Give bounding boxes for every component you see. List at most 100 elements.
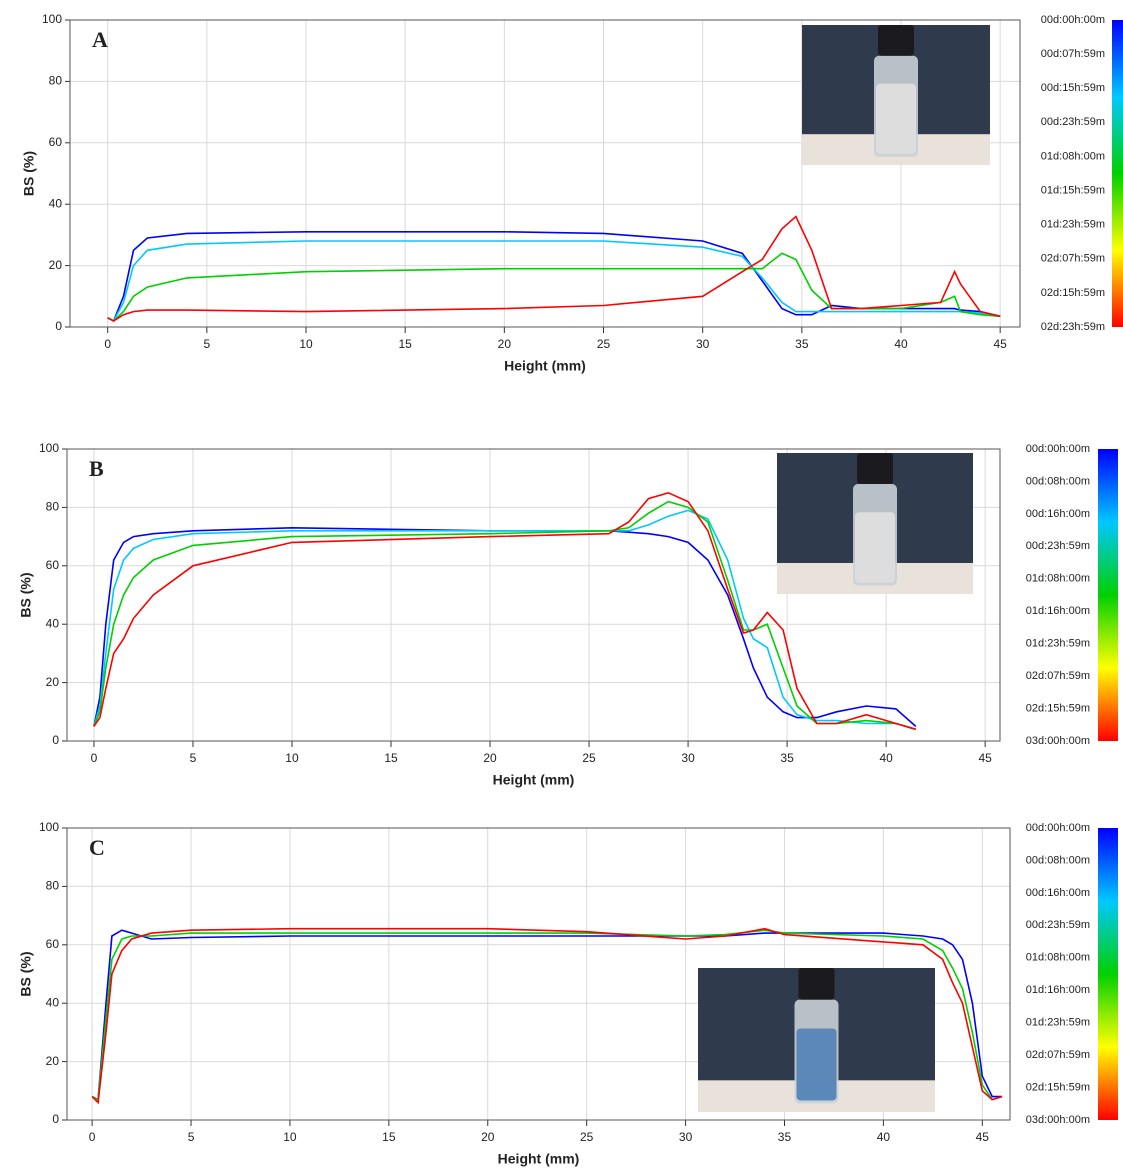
- x-tick-label: 35: [780, 751, 794, 765]
- y-tick-label: 20: [46, 675, 60, 689]
- profile-line: [107, 215, 1001, 322]
- colorbar-label: 02d:23h:59m: [1041, 321, 1105, 333]
- colorbar-label: 01d:23h:59m: [1026, 1017, 1090, 1029]
- y-tick-label: 60: [46, 558, 60, 572]
- colorbar-label: 02d:15h:59m: [1041, 287, 1105, 299]
- x-tick-label: 20: [483, 751, 497, 765]
- y-tick-label: 80: [49, 74, 63, 88]
- x-tick-label: 25: [597, 337, 611, 351]
- x-tick-label: 0: [104, 337, 111, 351]
- colorbar: [1112, 20, 1123, 327]
- plot-frame: [66, 448, 1001, 742]
- colorbar-label: 01d:15h:59m: [1041, 184, 1105, 196]
- profile-line: [91, 929, 1003, 1101]
- x-tick-label: 15: [382, 1130, 396, 1144]
- x-tick-label: 10: [299, 337, 313, 351]
- y-tick-label: 0: [55, 319, 62, 333]
- profile-line: [107, 231, 1001, 323]
- x-tick-label: 10: [283, 1130, 297, 1144]
- x-tick-label: 0: [91, 751, 98, 765]
- colorbar-label: 01d:08h:00m: [1026, 952, 1090, 964]
- plot-frame: [69, 19, 1021, 328]
- x-axis-title: Height (mm): [504, 358, 586, 374]
- y-tick-label: 0: [52, 733, 59, 747]
- colorbar-label: 00d:00h:00m: [1026, 822, 1090, 834]
- x-tick-label: 20: [498, 337, 512, 351]
- colorbar-label: 00d:16h:00m: [1026, 887, 1090, 899]
- colorbar-label: 01d:08h:00m: [1026, 573, 1090, 585]
- y-tick-label: 80: [46, 500, 60, 514]
- y-tick-label: 60: [49, 135, 63, 149]
- x-tick-label: 40: [894, 337, 908, 351]
- vial-cap: [857, 453, 893, 485]
- colorbar-label: 01d:23h:59m: [1041, 219, 1105, 231]
- vial-cap: [878, 25, 914, 56]
- y-tick-label: 100: [42, 12, 62, 26]
- y-tick-label: 100: [39, 441, 59, 455]
- x-tick-label: 25: [580, 1130, 594, 1144]
- y-tick-label: 60: [46, 937, 60, 951]
- profile-line: [91, 927, 1003, 1105]
- x-tick-label: 35: [795, 337, 809, 351]
- profile-line: [93, 491, 917, 731]
- x-tick-label: 35: [778, 1130, 792, 1144]
- colorbar-label: 02d:07h:59m: [1026, 670, 1090, 682]
- colorbar-label: 00d:08h:00m: [1026, 854, 1090, 866]
- panel-label: C: [89, 835, 105, 860]
- colorbar-label: 02d:07h:59m: [1041, 253, 1105, 265]
- x-tick-label: 5: [188, 1130, 195, 1144]
- colorbar-label: 00d:23h:59m: [1026, 919, 1090, 931]
- x-tick-label: 30: [679, 1130, 693, 1144]
- x-axis-title: Height (mm): [493, 772, 575, 788]
- x-tick-label: 30: [681, 751, 695, 765]
- vial-cap: [798, 968, 835, 1000]
- profile-line: [107, 252, 1001, 322]
- x-tick-label: 45: [978, 751, 992, 765]
- colorbar-label: 00d:23h:59m: [1041, 116, 1105, 128]
- colorbar-label: 00d:23h:59m: [1026, 540, 1090, 552]
- x-tick-label: 40: [879, 751, 893, 765]
- y-tick-label: 80: [46, 879, 60, 893]
- panel-label: A: [92, 27, 108, 52]
- x-tick-label: 10: [285, 751, 299, 765]
- vial-liquid: [876, 83, 916, 154]
- x-tick-label: 20: [481, 1130, 495, 1144]
- y-axis-title: BS (%): [18, 951, 34, 996]
- y-tick-label: 40: [46, 995, 60, 1009]
- profile-line: [107, 240, 1001, 322]
- plot-frame: [66, 827, 1011, 1121]
- y-tick-label: 40: [46, 616, 60, 630]
- colorbar-label: 00d:16h:00m: [1026, 508, 1090, 520]
- colorbar-label: 01d:23h:59m: [1026, 638, 1090, 650]
- colorbar-label: 01d:16h:00m: [1026, 984, 1090, 996]
- x-tick-label: 15: [384, 751, 398, 765]
- y-tick-label: 20: [49, 258, 63, 272]
- colorbar-label: 02d:15h:59m: [1026, 702, 1090, 714]
- y-axis-title: BS (%): [21, 151, 37, 196]
- vial-liquid: [796, 1028, 837, 1101]
- y-axis-title: BS (%): [18, 572, 34, 617]
- y-tick-label: 100: [39, 820, 59, 834]
- vial-liquid: [855, 512, 895, 583]
- colorbar-label: 00d:07h:59m: [1041, 48, 1105, 60]
- x-axis-title: Height (mm): [498, 1151, 580, 1167]
- profile-line: [93, 500, 917, 731]
- colorbar-label: 00d:08h:00m: [1026, 475, 1090, 487]
- colorbar-label: 02d:07h:59m: [1026, 1049, 1090, 1061]
- colorbar-label: 03d:00h:00m: [1026, 1114, 1090, 1126]
- x-tick-label: 45: [993, 337, 1007, 351]
- colorbar-label: 01d:16h:00m: [1026, 605, 1090, 617]
- colorbar-label: 03d:00h:00m: [1026, 735, 1090, 747]
- x-tick-label: 40: [877, 1130, 891, 1144]
- panel-label: B: [89, 456, 104, 481]
- colorbar-label: 00d:00h:00m: [1026, 443, 1090, 455]
- x-tick-label: 30: [696, 337, 710, 351]
- colorbar-label: 01d:08h:00m: [1041, 150, 1105, 162]
- x-tick-label: 45: [976, 1130, 990, 1144]
- colorbar-label: 02d:15h:59m: [1026, 1081, 1090, 1093]
- x-tick-label: 5: [190, 751, 197, 765]
- y-tick-label: 40: [49, 196, 63, 210]
- y-tick-label: 0: [52, 1112, 59, 1126]
- x-tick-label: 5: [204, 337, 211, 351]
